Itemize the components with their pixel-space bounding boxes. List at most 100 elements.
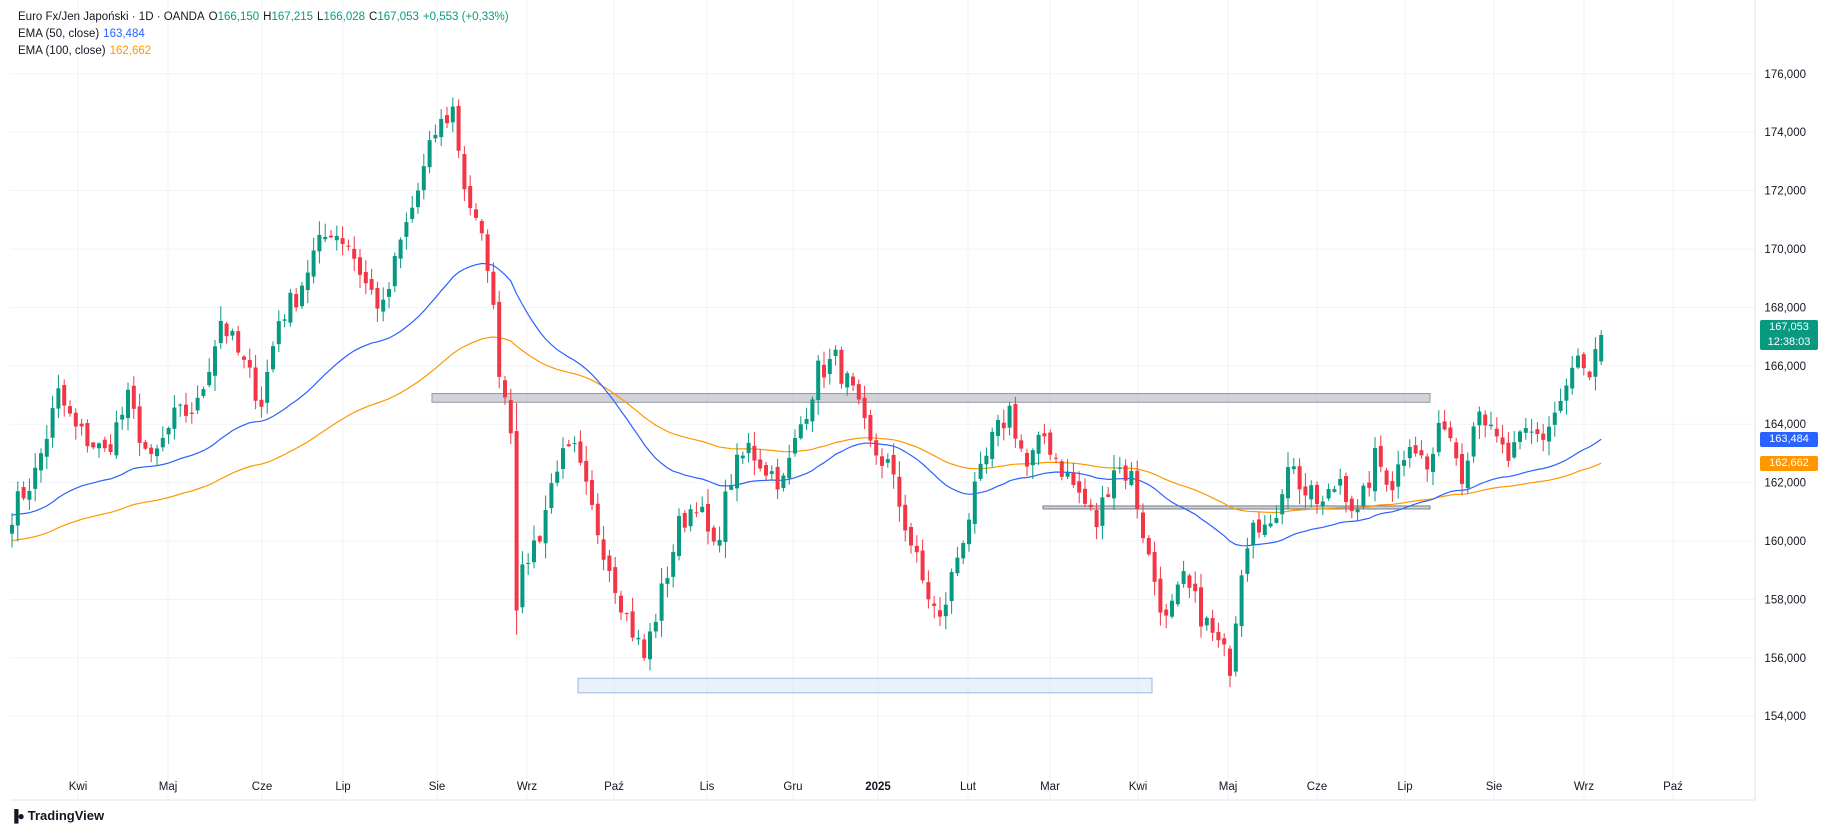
candle [1303, 473, 1308, 508]
candle [1158, 566, 1163, 626]
candle-body [996, 420, 1000, 436]
candle [224, 321, 229, 344]
time-axis[interactable]: Kwi Maj Cze Lip Sie Wrz Paź Lis Gru 2025 Lut Mar Kwi… [69, 781, 1683, 793]
candle [1170, 594, 1174, 619]
candle [102, 436, 107, 452]
candle [1349, 495, 1354, 519]
candle [1541, 424, 1546, 452]
candle-body [787, 457, 792, 479]
candle-body [700, 506, 705, 513]
candle [1019, 434, 1024, 452]
candle [532, 525, 536, 569]
candle [450, 97, 455, 133]
candle-body [967, 519, 971, 545]
candle [659, 567, 664, 637]
candle [387, 282, 391, 309]
candle [276, 310, 281, 353]
candle-body [1361, 485, 1366, 506]
candle-body [155, 448, 159, 457]
candle-body [398, 239, 403, 259]
candle [201, 386, 206, 399]
candle [1228, 645, 1232, 688]
candle-body [682, 513, 687, 528]
candle [723, 479, 728, 558]
candle-body [1262, 524, 1267, 536]
candle [398, 237, 403, 269]
candle [1460, 443, 1464, 496]
price-axis[interactable]: 154,000 156,000 158,000 160,000 162,000 164,0… [1764, 69, 1806, 723]
candle-body [311, 250, 316, 277]
candle-body [584, 460, 589, 482]
candle-body [1059, 461, 1064, 477]
candle-body [1454, 442, 1459, 459]
time-tick-label: 2025 [865, 781, 891, 793]
candle-body [485, 234, 490, 271]
candle [1199, 573, 1203, 638]
candle-body [978, 463, 983, 479]
ema50-legend-row[interactable]: EMA (50, close) 163,484 [18, 26, 509, 43]
candle-body [120, 414, 125, 420]
candle [1262, 515, 1267, 538]
candle-body [514, 431, 519, 611]
candle-body [1065, 472, 1070, 477]
candle [1355, 499, 1360, 522]
candle-body [653, 621, 658, 632]
candle-body [1367, 482, 1372, 488]
time-tick-label: Lis [700, 781, 715, 793]
candle [1587, 370, 1592, 381]
candle-body [1494, 428, 1499, 437]
candle-body [1489, 424, 1493, 427]
candles[interactable] [10, 97, 1604, 688]
candle-body [555, 471, 560, 483]
candle [885, 453, 890, 468]
candle [1268, 514, 1273, 528]
candle [1373, 437, 1377, 502]
candle-body [184, 404, 188, 416]
candle-body [561, 448, 565, 469]
candle-body [619, 595, 623, 613]
candle-body [10, 524, 14, 534]
candle [1257, 512, 1261, 539]
symbol-title[interactable]: Euro Fx/Jen Japoński · 1D · OANDA [18, 11, 205, 23]
candle-body [740, 455, 745, 459]
candle-body [1181, 571, 1186, 584]
candle-body [1146, 537, 1151, 555]
candle-body [1500, 437, 1505, 445]
candle-body [329, 235, 333, 238]
zone-demand [577, 677, 1153, 694]
candle [1396, 450, 1401, 499]
candle-body [1001, 422, 1006, 429]
candle-body [671, 552, 676, 577]
candle [433, 124, 438, 143]
ema100-line [11, 336, 1602, 542]
candle-body [1396, 464, 1401, 487]
ema100-legend-row[interactable]: EMA (100, close) 162,662 [18, 43, 509, 60]
candle-body [1570, 367, 1575, 389]
tradingview-brand[interactable]: ▐● TradingView [10, 808, 104, 823]
candle [781, 472, 786, 492]
candle [288, 288, 293, 327]
ema100-legend-value: 162,662 [109, 45, 152, 57]
candle-body [1019, 440, 1024, 449]
candle [1094, 503, 1099, 540]
candle-body [503, 380, 507, 398]
candle [247, 348, 252, 378]
drawn-zones[interactable] [431, 393, 1431, 694]
candle-body [1158, 578, 1163, 613]
candle-body [1564, 385, 1569, 401]
candle [601, 526, 606, 571]
candle [833, 345, 838, 366]
candle [27, 478, 32, 510]
candle-body [276, 321, 281, 345]
candle [1141, 503, 1145, 544]
candle-body [972, 481, 977, 524]
candle [1547, 416, 1551, 456]
candle [259, 386, 264, 418]
candle-body [572, 443, 577, 445]
candle [265, 359, 270, 414]
candle-body [1193, 583, 1198, 592]
candle [1146, 534, 1151, 557]
time-tick-label: Kwi [1129, 781, 1148, 793]
candle [688, 504, 693, 532]
